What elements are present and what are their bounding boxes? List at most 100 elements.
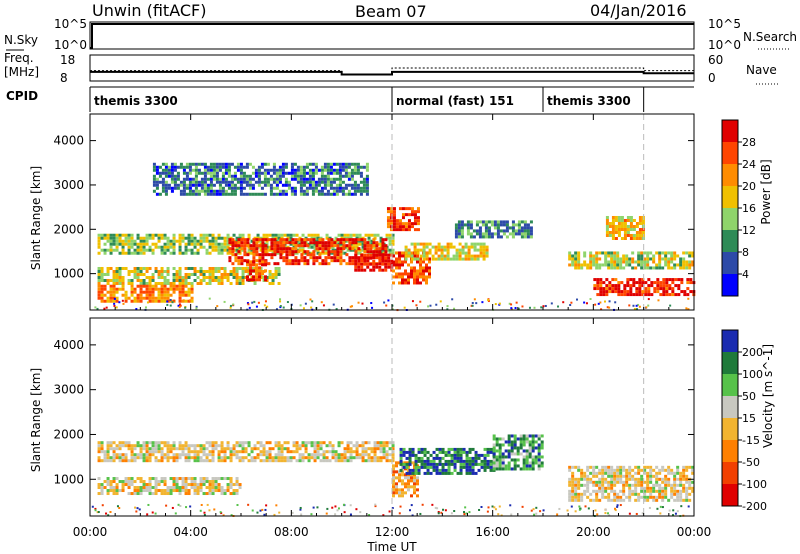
velocity-cell [115,456,119,460]
power-cell [151,251,155,255]
velocity-cell [408,450,412,454]
power-cell [249,244,253,248]
power-cell [190,251,194,255]
velocity-cell [154,444,158,448]
velocity-cell [459,462,463,466]
velocity-cell [462,447,466,451]
power-cell [139,293,143,297]
power-cell [375,262,379,266]
power-cell [145,233,149,237]
power-cell [260,186,264,190]
power-cell [166,266,170,270]
power-cell [643,260,647,264]
power-cell [197,183,201,187]
velocity-cell [634,471,638,475]
power-cell [381,241,385,245]
power-cell [203,183,207,187]
velocity-cell [589,465,593,469]
velocity-cell [595,492,599,496]
power-cell [308,174,312,178]
power-cell [434,245,438,249]
power-cell [324,256,328,260]
power-cell [599,278,603,282]
freq-panel: Freq. [MHz] 18 8 60 0 Nave [4,51,780,85]
velocity-cell [142,489,146,493]
power-cell [342,259,346,263]
velocity-cell [392,488,395,492]
power-cell [589,260,593,264]
power-cell [109,296,113,300]
power-cell [155,192,159,196]
power-cell [523,229,527,233]
power-cell [324,247,328,251]
power-cell [249,263,253,267]
power-cell [299,183,303,187]
velocity-cell [391,447,395,451]
power-cell [614,227,618,231]
velocity-cell [574,486,578,490]
power-cell [139,272,143,276]
power-cell [229,251,233,255]
power-cell [251,177,255,181]
power-cell [148,299,152,303]
velocity-cell [480,505,483,508]
power-cell [109,236,113,240]
power-cell [460,235,464,239]
power-cell [596,278,600,282]
power-cell [206,183,210,187]
power-cell [208,245,212,249]
power-cell [326,192,330,196]
power-cell [372,238,376,242]
velocity-cell [613,489,617,493]
velocity-cell [151,450,155,454]
power-cell [431,257,435,261]
power-cell [169,287,173,291]
velocity-cell [202,447,206,451]
power-cell [467,245,471,249]
power-cell [261,263,265,267]
power-cell [674,284,678,288]
power-cell [479,254,483,258]
power-cell [97,266,101,270]
power-cell [160,269,164,273]
power-cell [470,254,474,258]
velocity-cell [247,459,251,463]
power-cell [610,266,614,270]
power-cell [229,272,233,276]
velocity-cell [607,483,611,487]
velocity-cell [501,461,505,465]
velocity-cell [429,459,433,463]
power-cell [664,260,668,264]
power-cell [139,245,143,249]
velocity-cell [148,483,152,487]
power-cell [407,278,410,282]
velocity-cell [616,504,619,507]
velocity-cell [172,483,176,487]
power-cell [389,222,393,226]
velocity-cell [463,511,466,514]
power-cell [404,213,408,217]
colorbar-swatch [722,396,738,418]
velocity-cell [459,450,463,454]
power-cell [388,251,392,255]
velocity-cell [220,459,224,463]
velocity-cell [226,486,230,490]
power-cell [407,281,410,285]
ytick-label: 3000 [53,383,84,397]
velocity-cell [522,467,526,471]
velocity-cell [661,495,665,499]
velocity-cell [238,486,242,490]
power-cell [209,165,213,169]
velocity-cell [349,450,353,454]
power-cell [206,168,210,172]
power-cell [118,242,122,246]
power-cell [118,269,122,273]
velocity-cell [343,453,347,457]
power-cell [175,272,179,276]
velocity-cell [229,477,233,481]
power-cell [190,239,194,243]
power-cell [229,281,233,285]
power-cell [214,269,218,273]
velocity-cell [577,486,581,490]
